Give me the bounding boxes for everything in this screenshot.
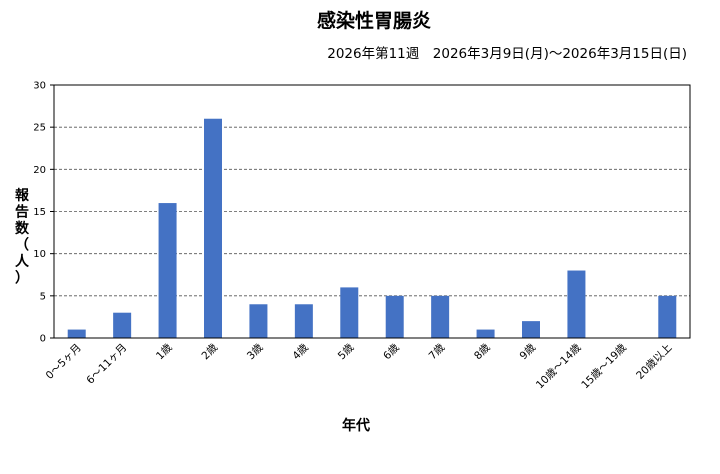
x-tick-label: 4歳 bbox=[290, 341, 311, 362]
x-tick-label: 5歳 bbox=[336, 341, 357, 362]
y-axis-label-char: 告 bbox=[15, 204, 29, 221]
x-tick-label: 2歳 bbox=[199, 341, 220, 362]
bar bbox=[522, 321, 540, 338]
gridlines bbox=[54, 126, 690, 297]
y-tick-label: 30 bbox=[33, 81, 46, 92]
x-tick-label: 6～11ヶ月 bbox=[84, 342, 129, 387]
x-tick-label: 20歳以上 bbox=[634, 342, 674, 382]
bar bbox=[567, 270, 586, 338]
x-tick-label: 1歳 bbox=[154, 341, 175, 362]
y-axis-label-char: 報 bbox=[15, 187, 30, 204]
x-axis-label: 年代 bbox=[342, 417, 370, 434]
bar bbox=[113, 312, 132, 338]
x-tick-label: 3歳 bbox=[245, 341, 266, 362]
y-axis-label-char: 数 bbox=[15, 220, 30, 237]
bar bbox=[249, 304, 268, 338]
bar bbox=[158, 203, 177, 338]
y-tick-label: 20 bbox=[33, 165, 46, 176]
bar bbox=[340, 287, 359, 338]
y-tick-label: 0 bbox=[40, 334, 46, 345]
y-axis-ticks: 0 5 10 15 20 25 30 bbox=[33, 81, 54, 345]
chart-title: 感染性胃腸炎 bbox=[317, 9, 431, 32]
x-tick-label: 15歳～19歳 bbox=[579, 341, 629, 391]
y-axis-label: 報告数（人） bbox=[15, 187, 30, 287]
x-tick-label: 6歳 bbox=[381, 341, 402, 362]
y-axis-label-char: （ bbox=[15, 238, 29, 254]
bar bbox=[385, 295, 404, 338]
bar bbox=[476, 329, 495, 338]
y-tick-label: 25 bbox=[33, 123, 46, 134]
x-tick-label: 9歳 bbox=[517, 341, 538, 362]
bar bbox=[294, 304, 313, 338]
x-axis-ticks: 0～5ヶ月 6～11ヶ月 1歳 2歳 3歳 4歳 5歳 6歳 7歳 8歳 9歳10歳～14歳15歳～… bbox=[44, 341, 675, 391]
bars bbox=[67, 118, 677, 338]
bar bbox=[67, 329, 86, 338]
x-tick-label: 0～5ヶ月 bbox=[44, 342, 84, 382]
bar bbox=[658, 295, 677, 338]
bar bbox=[431, 295, 450, 338]
x-tick-label: 8歳 bbox=[472, 341, 493, 362]
chart-subtitle: 2026年第11週 2026年3月9日(月)～2026年3月15日(日) bbox=[327, 45, 687, 62]
x-tick-label: 7歳 bbox=[427, 341, 448, 362]
x-tick-label: 10歳～14歳 bbox=[534, 341, 584, 391]
y-tick-label: 5 bbox=[40, 291, 46, 302]
y-axis-label-char: ） bbox=[15, 271, 29, 287]
y-axis-label-char: 人 bbox=[15, 253, 30, 270]
y-tick-label: 10 bbox=[33, 249, 46, 260]
y-tick-label: 15 bbox=[33, 207, 46, 218]
bar bbox=[204, 118, 222, 338]
